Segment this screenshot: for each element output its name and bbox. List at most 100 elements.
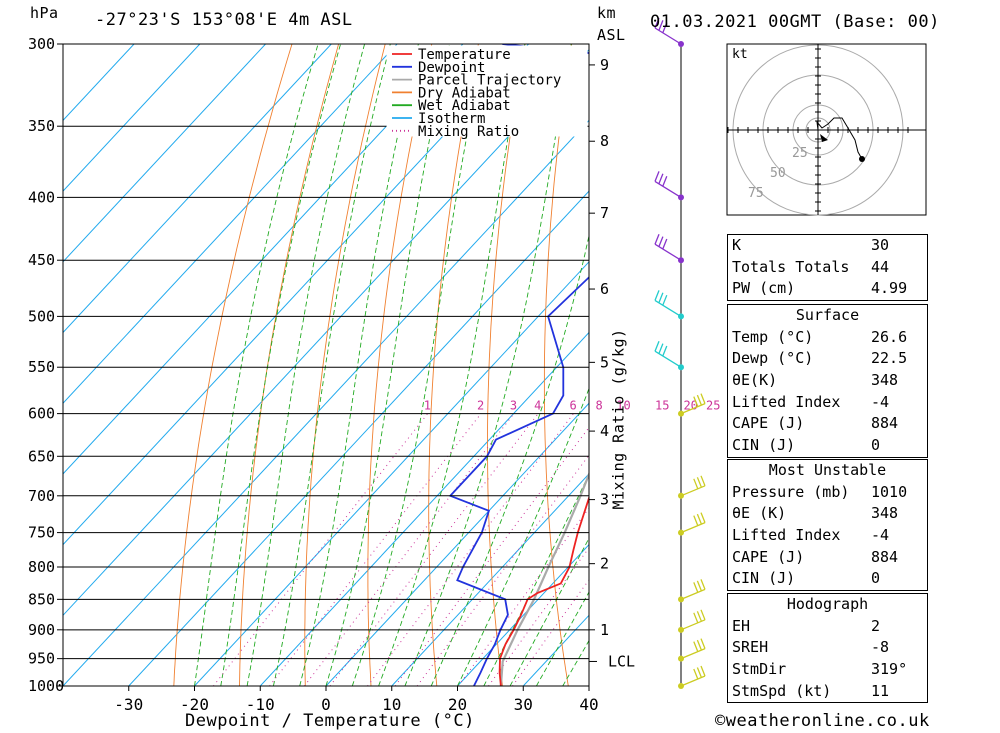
- wet-adiabat-line: [536, 591, 589, 686]
- parcel-trajectory-profile: [499, 471, 589, 686]
- wind-barb-feather: [693, 582, 699, 593]
- pressure-tick-label: 600: [28, 405, 55, 423]
- hodograph-ring-label: 50: [770, 166, 786, 181]
- hodograph-label: StmDir: [732, 660, 787, 679]
- surface-label: Dewp (°C): [732, 349, 814, 368]
- wind-barb-staff: [654, 180, 682, 198]
- dry-adiabat-line: [428, 44, 479, 686]
- surface-row: Dewp (°C) 22.5: [728, 348, 927, 370]
- isotherm-line: [457, 543, 589, 686]
- isotherm-line: [63, 44, 266, 263]
- axes: 1 2 3 4 6 8 10 15 20 2530035040045050055060065070…: [28, 35, 720, 714]
- isotherm-line: [63, 44, 529, 546]
- hodograph-value: 11: [871, 681, 890, 700]
- surface-table: Surface Temp (°C) 26.6 Dewp (°C) 22.5 θE(K) 3…: [727, 304, 928, 458]
- pressure-tick-label: 950: [28, 650, 55, 668]
- wind-barb-feather: [654, 340, 660, 352]
- wind-barb-staff: [654, 27, 682, 45]
- isotherm-line: [128, 190, 589, 686]
- height-tick-label: 3: [600, 491, 609, 509]
- hodograph-ring-label: 25: [792, 146, 808, 161]
- wind-barb-feather: [700, 579, 706, 590]
- wet-adiabat-line: [457, 387, 589, 686]
- location-title: -27°23'S 153°08'E 4m ASL: [95, 10, 353, 30]
- index-row-pw: PW (cm) 4.99: [732, 279, 908, 298]
- isotherm-line: [63, 44, 398, 404]
- wind-barb-feather: [696, 477, 703, 488]
- wind-barb-staff: [680, 675, 706, 687]
- hodograph-row: StmSpd (kt) 11: [728, 681, 927, 703]
- height-tick-label: 1: [600, 621, 609, 639]
- temperature-tick-label: 0: [321, 695, 331, 714]
- mixing-ratio-line: [512, 579, 589, 686]
- temperature-tick-label: -30: [114, 695, 143, 714]
- credit-text: ©weatheronline.co.uk: [715, 711, 930, 731]
- x-axis-title: Dewpoint / Temperature (°C): [185, 711, 475, 731]
- wind-barb-staff: [680, 588, 706, 600]
- surface-row: CIN (J) 0: [728, 435, 927, 457]
- mixing-ratio-label: 25: [706, 399, 720, 413]
- wind-barb-feather: [662, 345, 668, 357]
- most-unstable-row: CIN (J) 0: [728, 568, 927, 590]
- legend-entry: Mixing Ratio: [418, 124, 519, 140]
- mixing-ratio-label: 2: [477, 399, 484, 413]
- most-unstable-table: Most Unstable Pressure (mb) 1010 θE (K) 348…: [727, 459, 928, 592]
- mixing-ratio-line: [488, 546, 589, 686]
- wind-barb-feather: [696, 580, 703, 592]
- legend-entry: Dry Adiabat: [418, 85, 511, 101]
- height-tick-label: 9: [600, 56, 609, 74]
- wind-barb-feather: [696, 639, 703, 651]
- wind-barb-feather: [662, 175, 668, 187]
- wind-barb-staff: [654, 350, 682, 368]
- pressure-tick-label: 500: [28, 307, 55, 325]
- mixing-ratio-label: 20: [683, 399, 697, 413]
- mixing-ratio-label: 4: [534, 399, 541, 413]
- wind-barb-feather: [662, 22, 668, 34]
- wet-adiabat-line: [299, 44, 419, 686]
- most-unstable-label: Pressure (mb): [732, 482, 850, 501]
- most-unstable-row: Pressure (mb) 1010: [728, 482, 927, 504]
- wind-barb-feather: [700, 475, 706, 487]
- pressure-tick-label: 750: [28, 524, 55, 542]
- wet-adiabat-line: [351, 44, 486, 686]
- wind-barb-feather: [658, 236, 664, 247]
- most-unstable-row: θE (K) 348: [728, 503, 927, 525]
- hodograph-end-dot: [859, 156, 865, 162]
- surface-value: 0: [871, 436, 881, 455]
- wind-barb-feather: [654, 290, 660, 301]
- isotherm-line: [259, 331, 589, 686]
- wind-barb-feather: [693, 668, 699, 680]
- wind-barb-feather: [696, 611, 703, 622]
- most-unstable-label: Lifted Index: [732, 526, 841, 545]
- mixing-ratio-label: 15: [655, 399, 669, 413]
- surface-label: CIN (J): [732, 436, 796, 455]
- mixing-ratio-label: 8: [596, 399, 603, 413]
- wet-adiabat-line: [509, 537, 589, 686]
- surface-value: 26.6: [871, 327, 908, 346]
- wind-barb-feather: [700, 609, 706, 621]
- hodograph-value: -8: [871, 638, 890, 657]
- pressure-tick-label: 850: [28, 590, 55, 608]
- isotherm-line: [325, 402, 589, 686]
- wind-barb-feather: [693, 641, 699, 652]
- hodograph-row: StmDir 319°: [728, 659, 927, 681]
- hodograph: kt 25 50 75: [726, 43, 927, 216]
- surface-row: Lifted Index -4: [728, 392, 927, 414]
- isotherm-line: [63, 44, 332, 334]
- wind-barb-feather: [658, 343, 664, 354]
- mixing-ratio-axis-title: Mixing Ratio (g/kg): [609, 328, 628, 510]
- legend-entry: Temperature: [418, 47, 511, 63]
- mixing-ratio-label: 10: [616, 399, 630, 413]
- dry-adiabat-line: [239, 44, 340, 686]
- hodograph-trace: [816, 117, 863, 160]
- lcl-label: LCL: [608, 652, 635, 670]
- legend-background: [386, 45, 588, 137]
- most-unstable-value: 1010: [871, 482, 908, 501]
- dry-adiabat-line: [543, 44, 573, 686]
- surface-row: Temp (°C) 26.6: [728, 327, 927, 349]
- temperature-tick-label: 10: [382, 695, 401, 714]
- temperature-profile: [498, 495, 589, 686]
- surface-value: 348: [871, 371, 899, 390]
